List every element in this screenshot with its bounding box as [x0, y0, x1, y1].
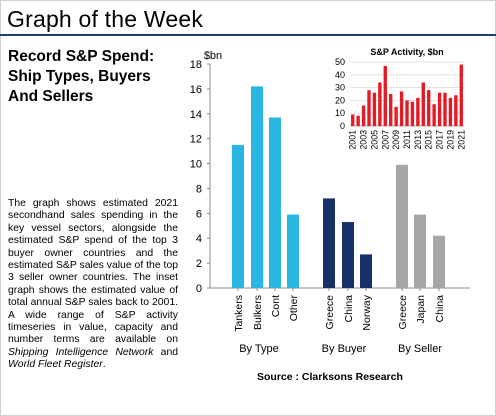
- inset-x-tick-label: 2017: [435, 130, 445, 150]
- main-y-tick-label: 8: [196, 183, 202, 195]
- page-title: Graph of the Week: [7, 6, 204, 32]
- inset-x-tick-label: 2013: [413, 130, 423, 150]
- inset-y-tick-label: 30: [335, 83, 345, 93]
- main-x-tick-label: China: [343, 295, 355, 323]
- subtitle-line-1: Record S&P Spend:: [8, 48, 155, 65]
- inset-bar-2001: [351, 114, 355, 126]
- main-y-tick-label: 12: [190, 134, 202, 146]
- inset-bar-2019: [448, 97, 453, 126]
- main-y-tick-label: 4: [196, 233, 202, 245]
- inset-y-tick-label: 50: [335, 57, 345, 67]
- main-x-tick-label: Tankers: [233, 295, 245, 332]
- inset-x-tick-label: 2009: [391, 130, 401, 150]
- main-x-tick-label: Greece: [324, 295, 336, 330]
- bar-japan-3: [414, 214, 426, 288]
- inset-x-tick-label: 2005: [369, 130, 379, 150]
- inset-bar-2003: [361, 105, 366, 126]
- inset-y-tick-label: 0: [340, 121, 345, 131]
- inset-bar-2006: [378, 82, 382, 126]
- description-link-sin: Shipping Intelligence Network: [8, 346, 154, 358]
- inset-x-tick-label: 2011: [402, 130, 412, 149]
- inset-bar-2007: [383, 65, 387, 126]
- inset-x-tick-label: 2003: [359, 130, 369, 150]
- inset-bar-2017: [437, 92, 442, 126]
- inset-bar-2013: [416, 97, 420, 126]
- inset-bar-2002: [356, 115, 360, 126]
- subtitle-line-2: Ship Types, Buyers: [8, 68, 151, 85]
- inset-bar-2016: [432, 104, 436, 126]
- inset-x-tick-label: 2021: [456, 130, 466, 150]
- main-y-tick-label: 18: [190, 59, 202, 71]
- inset-x-tick-label: 2001: [348, 130, 358, 150]
- inset-bar-2012: [410, 101, 415, 126]
- inset-bar-2015: [427, 90, 431, 126]
- main-x-tick-label: Bulkers: [252, 295, 264, 330]
- group-label: By Type: [239, 343, 279, 355]
- inset-bar-2011: [405, 100, 409, 126]
- inset-y-tick-label: 10: [335, 108, 345, 118]
- inset-bar-2020: [454, 95, 458, 126]
- inset-bar-2014: [421, 82, 425, 126]
- bar-other-1: [287, 214, 299, 288]
- inset-y-tick-label: 40: [335, 70, 345, 80]
- main-x-tick-label: Cont: [270, 295, 282, 317]
- main-x-tick-label: China: [434, 295, 446, 323]
- header-rule: [0, 34, 496, 36]
- main-y-axis-label: $bn: [204, 50, 222, 62]
- inset-y-tick-label: 20: [335, 95, 345, 105]
- main-y-tick-label: 0: [196, 283, 202, 295]
- inset-bar-2005: [372, 92, 377, 126]
- main-x-tick-label: Norway: [361, 294, 373, 330]
- main-x-tick-label: Greece: [397, 295, 409, 330]
- bar-tankers-1: [232, 144, 244, 288]
- main-y-tick-label: 2: [196, 258, 202, 270]
- main-x-tick-label: Other: [288, 295, 300, 322]
- inset-x-tick-label: 2007: [380, 130, 390, 150]
- description-text: The graph shows estimated 2021 secondhan…: [8, 198, 178, 372]
- inset-bar-2009: [394, 106, 398, 126]
- group-label: By Seller: [398, 343, 442, 355]
- inset-bar-2010: [399, 91, 404, 126]
- inset-x-tick-label: 2015: [424, 130, 434, 150]
- bar-greece-3: [396, 164, 408, 288]
- main-y-tick-label: 14: [190, 109, 202, 121]
- inset-bar-2004: [367, 90, 371, 126]
- main-x-tick-label: Japan: [415, 295, 427, 324]
- source-note: Source : Clarksons Research: [257, 371, 403, 383]
- chart-subtitle: Record S&P Spend: Ship Types, Buyers And…: [8, 47, 188, 107]
- main-y-tick-label: 16: [190, 84, 202, 96]
- description-part-1: The graph shows estimated 2021 secondhan…: [8, 198, 178, 346]
- main-y-tick-label: 10: [190, 159, 202, 171]
- inset-bar-2018: [443, 92, 447, 126]
- inset-bar-2008: [389, 94, 393, 126]
- group-label: By Buyer: [322, 343, 367, 355]
- bar-greece-2: [323, 198, 335, 288]
- main-y-tick-label: 6: [196, 208, 202, 220]
- bar-china-2: [342, 222, 354, 288]
- inset-x-tick-label: 2019: [445, 130, 455, 150]
- inset-title: S&P Activity, $bn: [370, 47, 443, 57]
- description-part-2: and: [153, 346, 178, 358]
- bar-bulkers-1: [251, 86, 263, 289]
- bar-cont-1: [269, 117, 281, 288]
- bar-norway-2: [360, 254, 372, 288]
- bar-china-3: [433, 235, 445, 288]
- description-part-3: .: [102, 359, 106, 371]
- subtitle-line-3: And Sellers: [8, 88, 94, 105]
- inset-bar-2021: [459, 64, 463, 126]
- description-link-wfr: World Fleet Register: [8, 359, 103, 371]
